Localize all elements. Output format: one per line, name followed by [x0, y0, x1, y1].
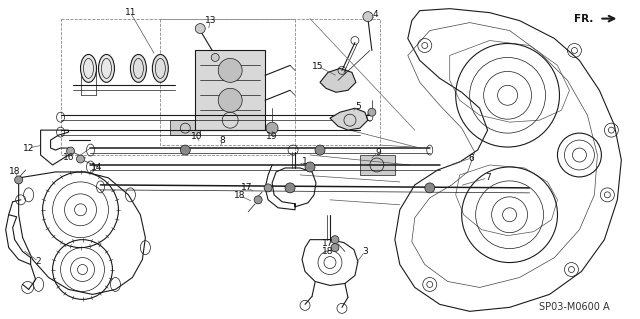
Text: 18: 18 — [322, 247, 333, 256]
Circle shape — [218, 88, 242, 112]
Bar — [360, 155, 395, 175]
Circle shape — [77, 155, 84, 163]
Circle shape — [285, 183, 295, 193]
Text: 2: 2 — [36, 257, 42, 266]
Text: 5: 5 — [355, 102, 361, 111]
Text: 12: 12 — [23, 144, 35, 152]
Circle shape — [305, 162, 315, 172]
Ellipse shape — [99, 55, 115, 82]
Text: 17: 17 — [322, 239, 333, 248]
Circle shape — [425, 183, 435, 193]
Ellipse shape — [81, 55, 97, 82]
Ellipse shape — [131, 55, 147, 82]
Text: 7: 7 — [484, 174, 490, 182]
Text: SP03-M0600 A: SP03-M0600 A — [539, 302, 610, 312]
Text: 15: 15 — [312, 62, 324, 71]
Circle shape — [315, 145, 325, 155]
Text: 9: 9 — [375, 147, 381, 157]
Polygon shape — [330, 108, 368, 130]
Circle shape — [368, 108, 376, 116]
Circle shape — [195, 24, 205, 33]
Circle shape — [363, 12, 373, 22]
Polygon shape — [195, 50, 265, 130]
Text: 13: 13 — [205, 16, 216, 25]
Text: FR.: FR. — [574, 14, 593, 24]
Circle shape — [180, 145, 190, 155]
Text: 4: 4 — [372, 10, 378, 19]
Text: 16: 16 — [63, 152, 74, 161]
Circle shape — [331, 244, 339, 252]
Text: 18: 18 — [234, 191, 246, 200]
Circle shape — [67, 147, 74, 155]
Text: 3: 3 — [362, 247, 368, 256]
Circle shape — [331, 236, 339, 244]
Text: 19: 19 — [266, 132, 278, 141]
Circle shape — [266, 122, 278, 134]
Circle shape — [218, 58, 242, 82]
Bar — [170, 120, 200, 135]
Text: 11: 11 — [125, 8, 136, 17]
Text: 8: 8 — [220, 136, 225, 145]
Polygon shape — [320, 68, 356, 92]
Text: 17: 17 — [241, 183, 253, 192]
Text: 10: 10 — [191, 132, 202, 141]
Circle shape — [15, 176, 22, 184]
Circle shape — [211, 54, 220, 62]
Text: 1: 1 — [302, 158, 308, 167]
Circle shape — [264, 184, 272, 192]
Text: 6: 6 — [468, 153, 474, 162]
Text: 18: 18 — [9, 167, 20, 176]
Ellipse shape — [152, 55, 168, 82]
Circle shape — [254, 196, 262, 204]
Text: 14: 14 — [91, 163, 102, 173]
